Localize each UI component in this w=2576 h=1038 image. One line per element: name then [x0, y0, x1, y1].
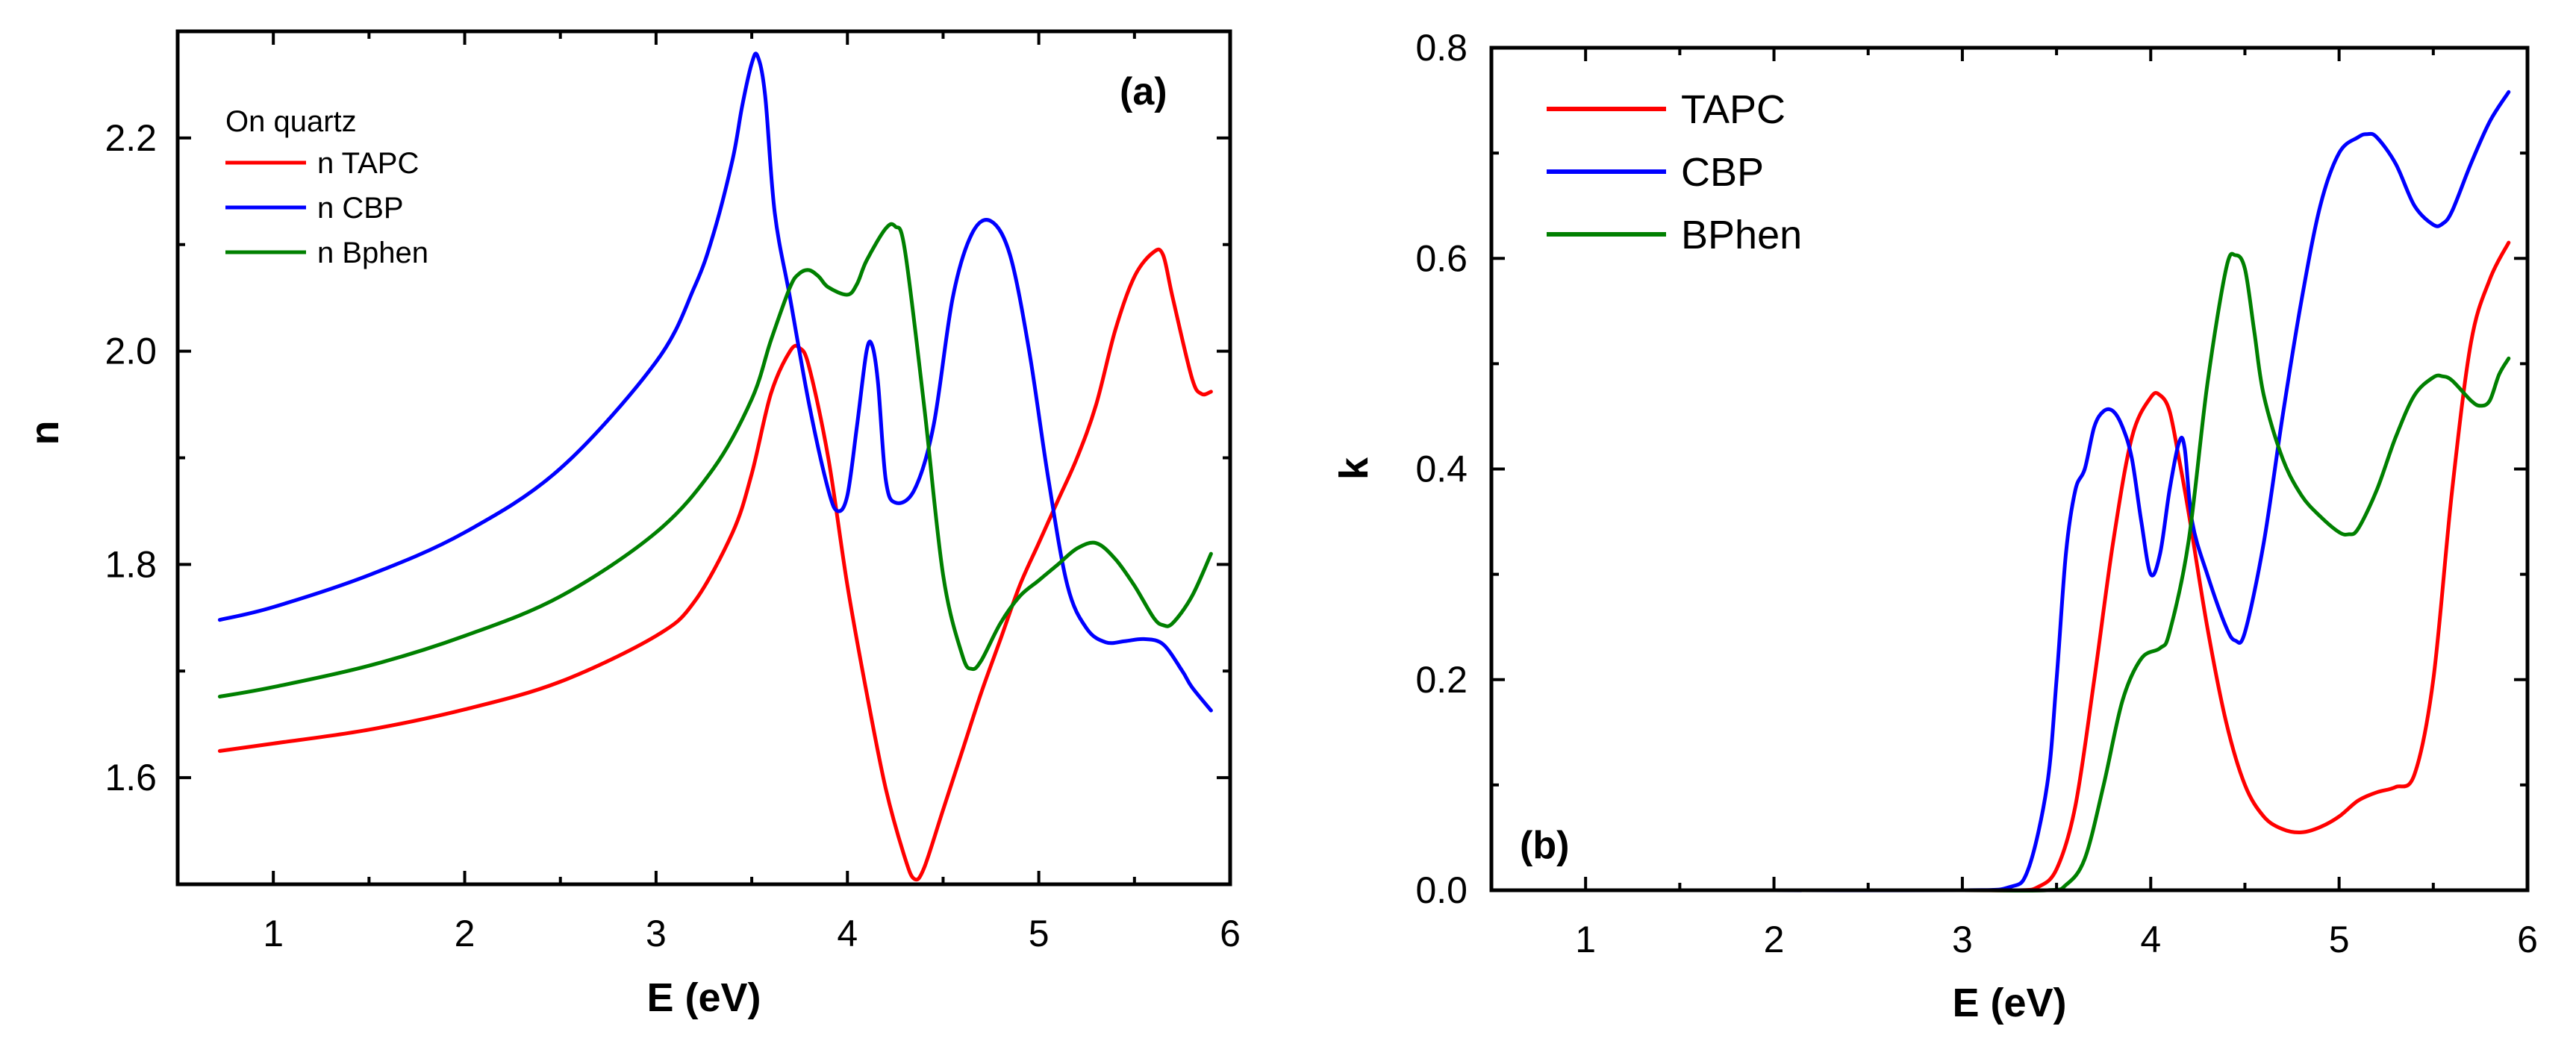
panel-a-y-tick-label: 2.2: [105, 117, 157, 159]
panel-b-x-tick-label: 6: [2517, 919, 2538, 960]
legend-label-cbp: CBP: [1681, 150, 1764, 195]
panel-b-y-tick-label: 0.4: [1415, 448, 1468, 490]
panel-a-label: (a): [1120, 70, 1167, 113]
panel-a-series: [217, 51, 1213, 882]
panel-b-y-tick-label: 0.6: [1415, 237, 1468, 279]
panel-b-legend: TAPC CBP BPhen: [1547, 87, 1802, 257]
legend-label-bphen: BPhen: [1681, 213, 1802, 257]
legend-label-n-bphen: n Bphen: [317, 237, 428, 269]
series-line-bphen: [1531, 251, 2511, 893]
panel-b-y-tick-label: 0.0: [1415, 869, 1468, 911]
panel-b-ticks: [1490, 46, 2529, 892]
panel-b-x-tick-label: 5: [2329, 919, 2350, 960]
panel-a-x-tick-labels: 1 2 3 4 5 6: [263, 913, 1241, 954]
panel-b-label: (b): [1520, 824, 1569, 867]
series-line-n-bphen: [217, 222, 1213, 698]
legend-label-n-cbp: n CBP: [317, 192, 404, 225]
panel-a-y-tick-labels: 1.6 1.8 2.0 2.2: [105, 117, 157, 798]
panel-b-x-tick-label: 2: [1764, 919, 1785, 960]
panel-b-y-tick-labels: 0.0 0.2 0.4 0.6 0.8: [1415, 27, 1468, 911]
panel-a-x-axis-title: E (eV): [646, 975, 761, 1020]
panel-a-x-tick-label: 6: [1220, 913, 1241, 954]
panel-b-x-tick-label: 3: [1952, 919, 1973, 960]
panel-a-x-tick-label: 3: [646, 913, 667, 954]
panel-b-chart: 1 2 3 4 5 6 0.0 0.2 0.4 0.6 0.8 E (eV) k…: [1332, 27, 2538, 1025]
panel-b-x-axis-title: E (eV): [1952, 981, 2066, 1025]
panel-a-chart: 1 2 3 4 5 6 1.6 1.8 2.0 2.2 E (eV) n (a)…: [22, 29, 1241, 1020]
panel-a-y-axis-title: n: [22, 421, 67, 445]
panel-a-x-tick-label: 2: [455, 913, 475, 954]
panel-b-x-tick-labels: 1 2 3 4 5 6: [1575, 919, 2538, 960]
series-line-n-tapc: [217, 247, 1213, 882]
panel-a-y-tick-label: 2.0: [105, 331, 157, 372]
panel-b-y-tick-label: 0.2: [1415, 659, 1468, 701]
panel-a-ticks: [176, 30, 1232, 886]
series-line-n-cbp: [217, 51, 1213, 713]
legend-label-tapc: TAPC: [1681, 87, 1786, 132]
panel-b-y-axis-title: k: [1332, 457, 1376, 480]
panel-a-y-tick-label: 1.8: [105, 543, 157, 585]
panel-a-x-tick-label: 4: [837, 913, 858, 954]
legend-label-n-tapc: n TAPC: [317, 147, 419, 180]
panel-a-x-tick-label: 5: [1029, 913, 1050, 954]
panel-a-x-tick-label: 1: [263, 913, 284, 954]
series-line-cbp: [1531, 90, 2511, 892]
panel-b-x-tick-label: 1: [1575, 919, 1596, 960]
panel-b-y-tick-label: 0.8: [1415, 27, 1468, 69]
legend-title: On quartz: [225, 105, 357, 138]
panel-a-legend: On quartz n TAPC n CBP n Bphen: [225, 105, 428, 269]
panel-b-x-tick-label: 4: [2140, 919, 2161, 960]
panel-a-y-tick-label: 1.6: [105, 757, 157, 798]
